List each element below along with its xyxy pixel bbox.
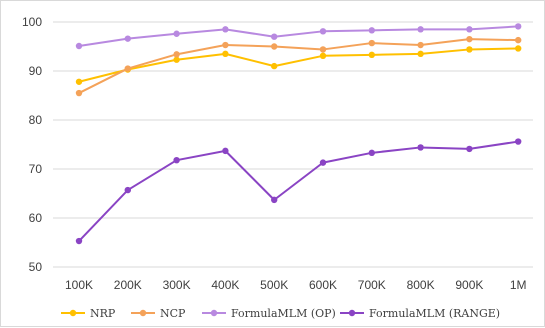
data-point (173, 30, 180, 37)
data-point (466, 35, 473, 43)
data-point (466, 46, 473, 53)
data-point (75, 237, 83, 245)
y-tick-label: 100 (22, 15, 42, 29)
x-tick-label: 200K (114, 278, 142, 292)
data-point (124, 186, 131, 194)
series-line-2 (78, 25, 519, 47)
series-line-0 (78, 47, 519, 83)
legend-label-0: NRP (90, 307, 116, 320)
legend-marker-1 (139, 309, 147, 317)
legend-label-1: NCP (160, 307, 186, 320)
data-point (417, 41, 424, 49)
data-point (222, 41, 229, 49)
data-point (173, 156, 180, 164)
x-tick-label: 100K (65, 278, 93, 292)
data-point (271, 33, 278, 40)
x-tick-label: 1M (510, 278, 527, 292)
legend-marker-2 (210, 309, 218, 317)
data-point (368, 39, 375, 47)
y-tick-label: 50 (29, 260, 43, 274)
data-point (515, 45, 522, 52)
data-point (417, 26, 424, 33)
legend-label-2: FormulaMLM (OP) (231, 307, 336, 320)
data-point (124, 35, 131, 42)
series-line-1 (78, 38, 519, 94)
y-tick-label: 70 (29, 162, 43, 176)
legend-label-3: FormulaMLM (RANGE) (369, 307, 500, 320)
data-point (466, 26, 473, 33)
data-point (173, 56, 180, 63)
y-tick-label: 80 (29, 113, 43, 127)
data-point (368, 51, 375, 59)
data-point (515, 138, 522, 145)
data-point (515, 36, 522, 44)
data-point (319, 46, 327, 53)
data-point (222, 50, 229, 58)
data-point (368, 27, 375, 34)
x-tick-label: 400K (211, 278, 239, 292)
data-point (417, 50, 424, 58)
data-point (319, 159, 327, 166)
data-point (417, 144, 424, 151)
data-point (222, 147, 229, 155)
series-line-3 (78, 140, 519, 242)
data-point (173, 51, 180, 58)
data-point (319, 28, 327, 35)
x-tick-label: 700K (358, 278, 386, 292)
data-point (368, 149, 375, 157)
legend-marker-3 (348, 309, 356, 317)
x-tick-label: 300K (163, 278, 191, 292)
data-point (319, 52, 327, 60)
data-point (271, 196, 278, 204)
x-tick-label: 900K (455, 278, 483, 292)
data-point (271, 43, 278, 50)
data-point (124, 65, 131, 72)
legend-marker-0 (69, 309, 77, 317)
x-tick-label: 600K (309, 278, 337, 292)
x-tick-label: 500K (260, 278, 288, 292)
y-tick-label: 60 (29, 211, 43, 225)
data-point (515, 23, 522, 30)
data-point (75, 42, 83, 50)
data-point (75, 78, 83, 85)
y-tick-label: 90 (29, 64, 43, 78)
x-tick-label: 800K (407, 278, 435, 292)
data-point (466, 145, 473, 153)
data-point (271, 62, 278, 70)
data-point (222, 26, 229, 33)
data-point (75, 89, 83, 97)
